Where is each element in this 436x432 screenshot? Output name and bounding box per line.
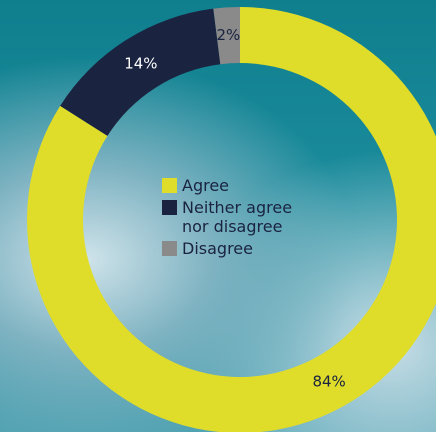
donut-slice <box>60 8 221 136</box>
legend-item: Disagree <box>162 239 322 258</box>
legend-item: Neither agree nor disagree <box>162 198 322 236</box>
legend-swatch <box>162 241 177 256</box>
legend: Agree Neither agree nor disagree Disagree <box>162 176 322 261</box>
value-label: 2% <box>216 26 240 44</box>
legend-item: Agree <box>162 176 322 195</box>
legend-label: Agree <box>182 176 230 195</box>
value-label: 14% <box>124 54 157 72</box>
donut-slice <box>213 7 240 65</box>
value-label: 84% <box>312 373 345 391</box>
legend-label: Disagree <box>182 239 253 258</box>
legend-label: Neither agree nor disagree <box>182 198 293 236</box>
legend-swatch <box>162 178 177 193</box>
legend-swatch <box>162 200 177 215</box>
